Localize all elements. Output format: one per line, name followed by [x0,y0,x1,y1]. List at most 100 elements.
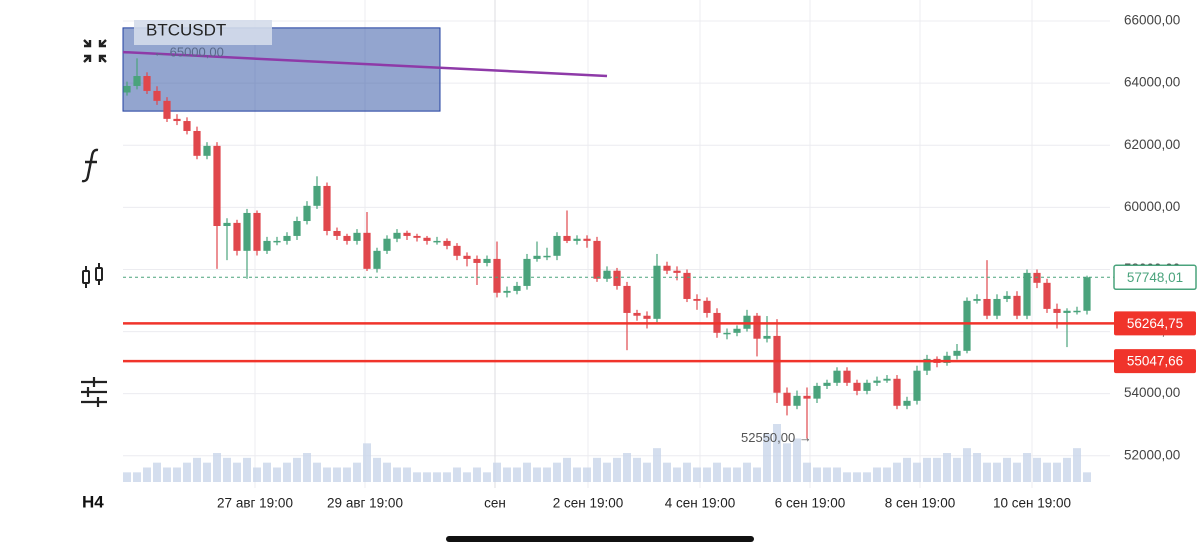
candle-body [133,76,141,86]
volume-bar [763,433,771,482]
candle-body [853,382,861,391]
candle-body [343,235,351,241]
candle-body [1013,295,1021,316]
volume-bar [813,467,821,482]
x-tick-label: 4 сен 19:00 [665,496,736,511]
volume-bar [573,467,581,482]
volume-bar [683,462,691,482]
volume-bar [323,467,331,482]
indicators-icon[interactable] [81,148,99,183]
volume-bar [553,462,561,482]
volume-bar [843,472,851,482]
volume-bar [273,467,281,482]
price-label-box [1114,311,1196,336]
candle-body [283,235,291,241]
x-tick-label: 6 сен 19:00 [775,496,846,511]
trend-line-label: ← 65000,00 [153,45,224,60]
volume-bar [233,462,241,482]
candle-body [663,265,671,271]
y-tick-label: 60000,00 [1124,199,1180,214]
volume-bar [833,467,841,482]
candle-body [603,270,611,279]
timeframe[interactable]: H4 [82,492,104,511]
candle-body [1003,295,1011,299]
volume-bar [183,462,191,482]
candle-body [953,350,961,356]
y-tick-label: 54000,00 [1124,385,1180,400]
volume-bar [1023,453,1031,482]
candle-body [383,238,391,251]
candle-body [403,232,411,236]
candle-body [433,240,441,243]
trend-line [122,50,608,78]
candle-body [923,358,931,371]
volume-bar [403,467,411,482]
candle-body [183,121,191,131]
volume-bar [1013,462,1021,482]
price-label: 55047,66 [1127,354,1183,369]
candle-body [443,240,451,246]
candle-body [653,265,661,319]
volume-bar [193,457,201,482]
volume-bar [643,462,651,482]
candle-body [593,240,601,279]
volume-bar [823,467,831,482]
volume-bar [483,472,491,482]
candle-body [883,378,891,381]
x-tick-label: 2 сен 19:00 [553,496,624,511]
volume-bar [623,453,631,482]
volume-bar [333,467,341,482]
volume-bar [563,457,571,482]
volume-bar [603,462,611,482]
volume-bar [703,467,711,482]
candle-body [1073,310,1081,313]
fullscreen-icon[interactable] [83,39,107,63]
volume-bar [863,472,871,482]
candle-body [683,272,691,299]
settings-icon[interactable] [81,377,107,407]
candle-body [153,90,161,101]
volume-bar [493,462,501,482]
candle-body [973,298,981,301]
volume-bar [203,462,211,482]
candle-body [553,235,561,256]
candle-body [373,250,381,269]
chart-type-icon[interactable] [82,263,103,288]
candle-body [1053,308,1061,313]
y-tick-label: 62000,00 [1124,137,1180,152]
volume-bar [513,467,521,482]
y-tick-label: 66000,00 [1124,13,1180,28]
last-price-box [1113,264,1197,291]
volume-bar [743,462,751,482]
volume-bar [793,438,801,482]
candle-body [393,232,401,239]
volume-bar [163,467,171,482]
volume-bar [413,472,421,482]
volume-bar [173,467,181,482]
volume-bar [263,462,271,482]
candle-body [303,205,311,222]
candle-body [733,328,741,333]
volume-bar [283,462,291,482]
y-tick-label: 52000,00 [1124,447,1180,462]
candle-body [243,212,251,251]
candle-body [473,258,481,263]
candle-body [273,240,281,243]
x-tick-label: 10 сен 19:00 [993,496,1071,511]
candle-body [493,258,501,293]
candle-body [813,385,821,399]
candle-body [573,238,581,241]
candle-body [483,258,491,263]
candle-body [763,335,771,339]
candle-body [293,221,301,236]
volume-bar [453,467,461,482]
candles [123,58,1091,439]
candle-body [173,118,181,122]
candle-body [873,380,881,383]
candle-body [803,395,811,399]
candle-body [1083,277,1091,311]
candle-body [353,232,361,241]
x-tick-label: 27 авг 19:00 [217,496,293,511]
price-label: 56264,75 [1127,316,1183,331]
volume-bar [353,462,361,482]
